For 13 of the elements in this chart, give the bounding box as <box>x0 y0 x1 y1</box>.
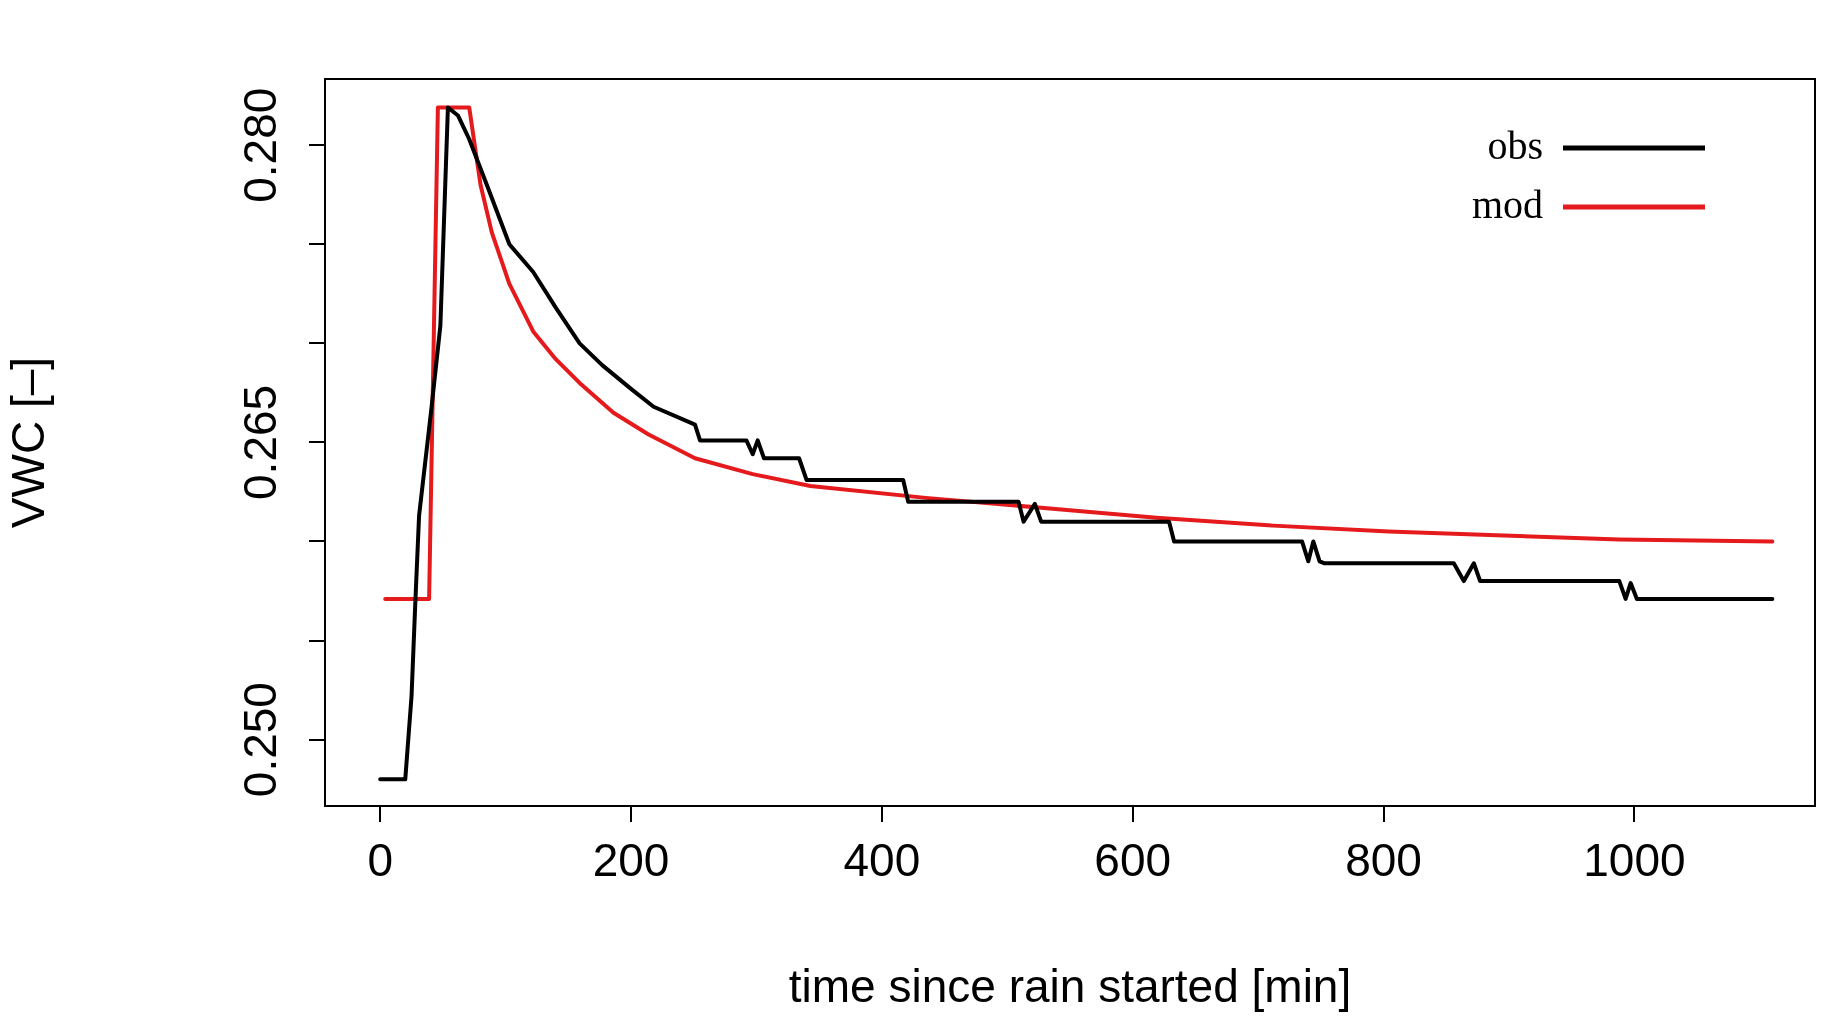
y-tick-label: 0.265 <box>233 384 286 500</box>
x-tick-label: 800 <box>1345 834 1422 887</box>
x-tick-label: 0 <box>367 834 393 887</box>
x-tick-label: 200 <box>592 834 670 887</box>
legend-label: mod <box>1471 181 1543 227</box>
legend-label: obs <box>1487 122 1543 168</box>
x-axis-title: time since rain started [min] <box>788 960 1352 1013</box>
x-tick-label: 1000 <box>1583 834 1686 887</box>
y-tick-label: 0.250 <box>233 682 286 798</box>
x-tick-label: 600 <box>1094 834 1172 887</box>
y-tick-label: 0.280 <box>233 87 286 203</box>
y-axis-title: VWC [–] <box>2 356 55 529</box>
x-tick-label: 400 <box>843 834 921 887</box>
